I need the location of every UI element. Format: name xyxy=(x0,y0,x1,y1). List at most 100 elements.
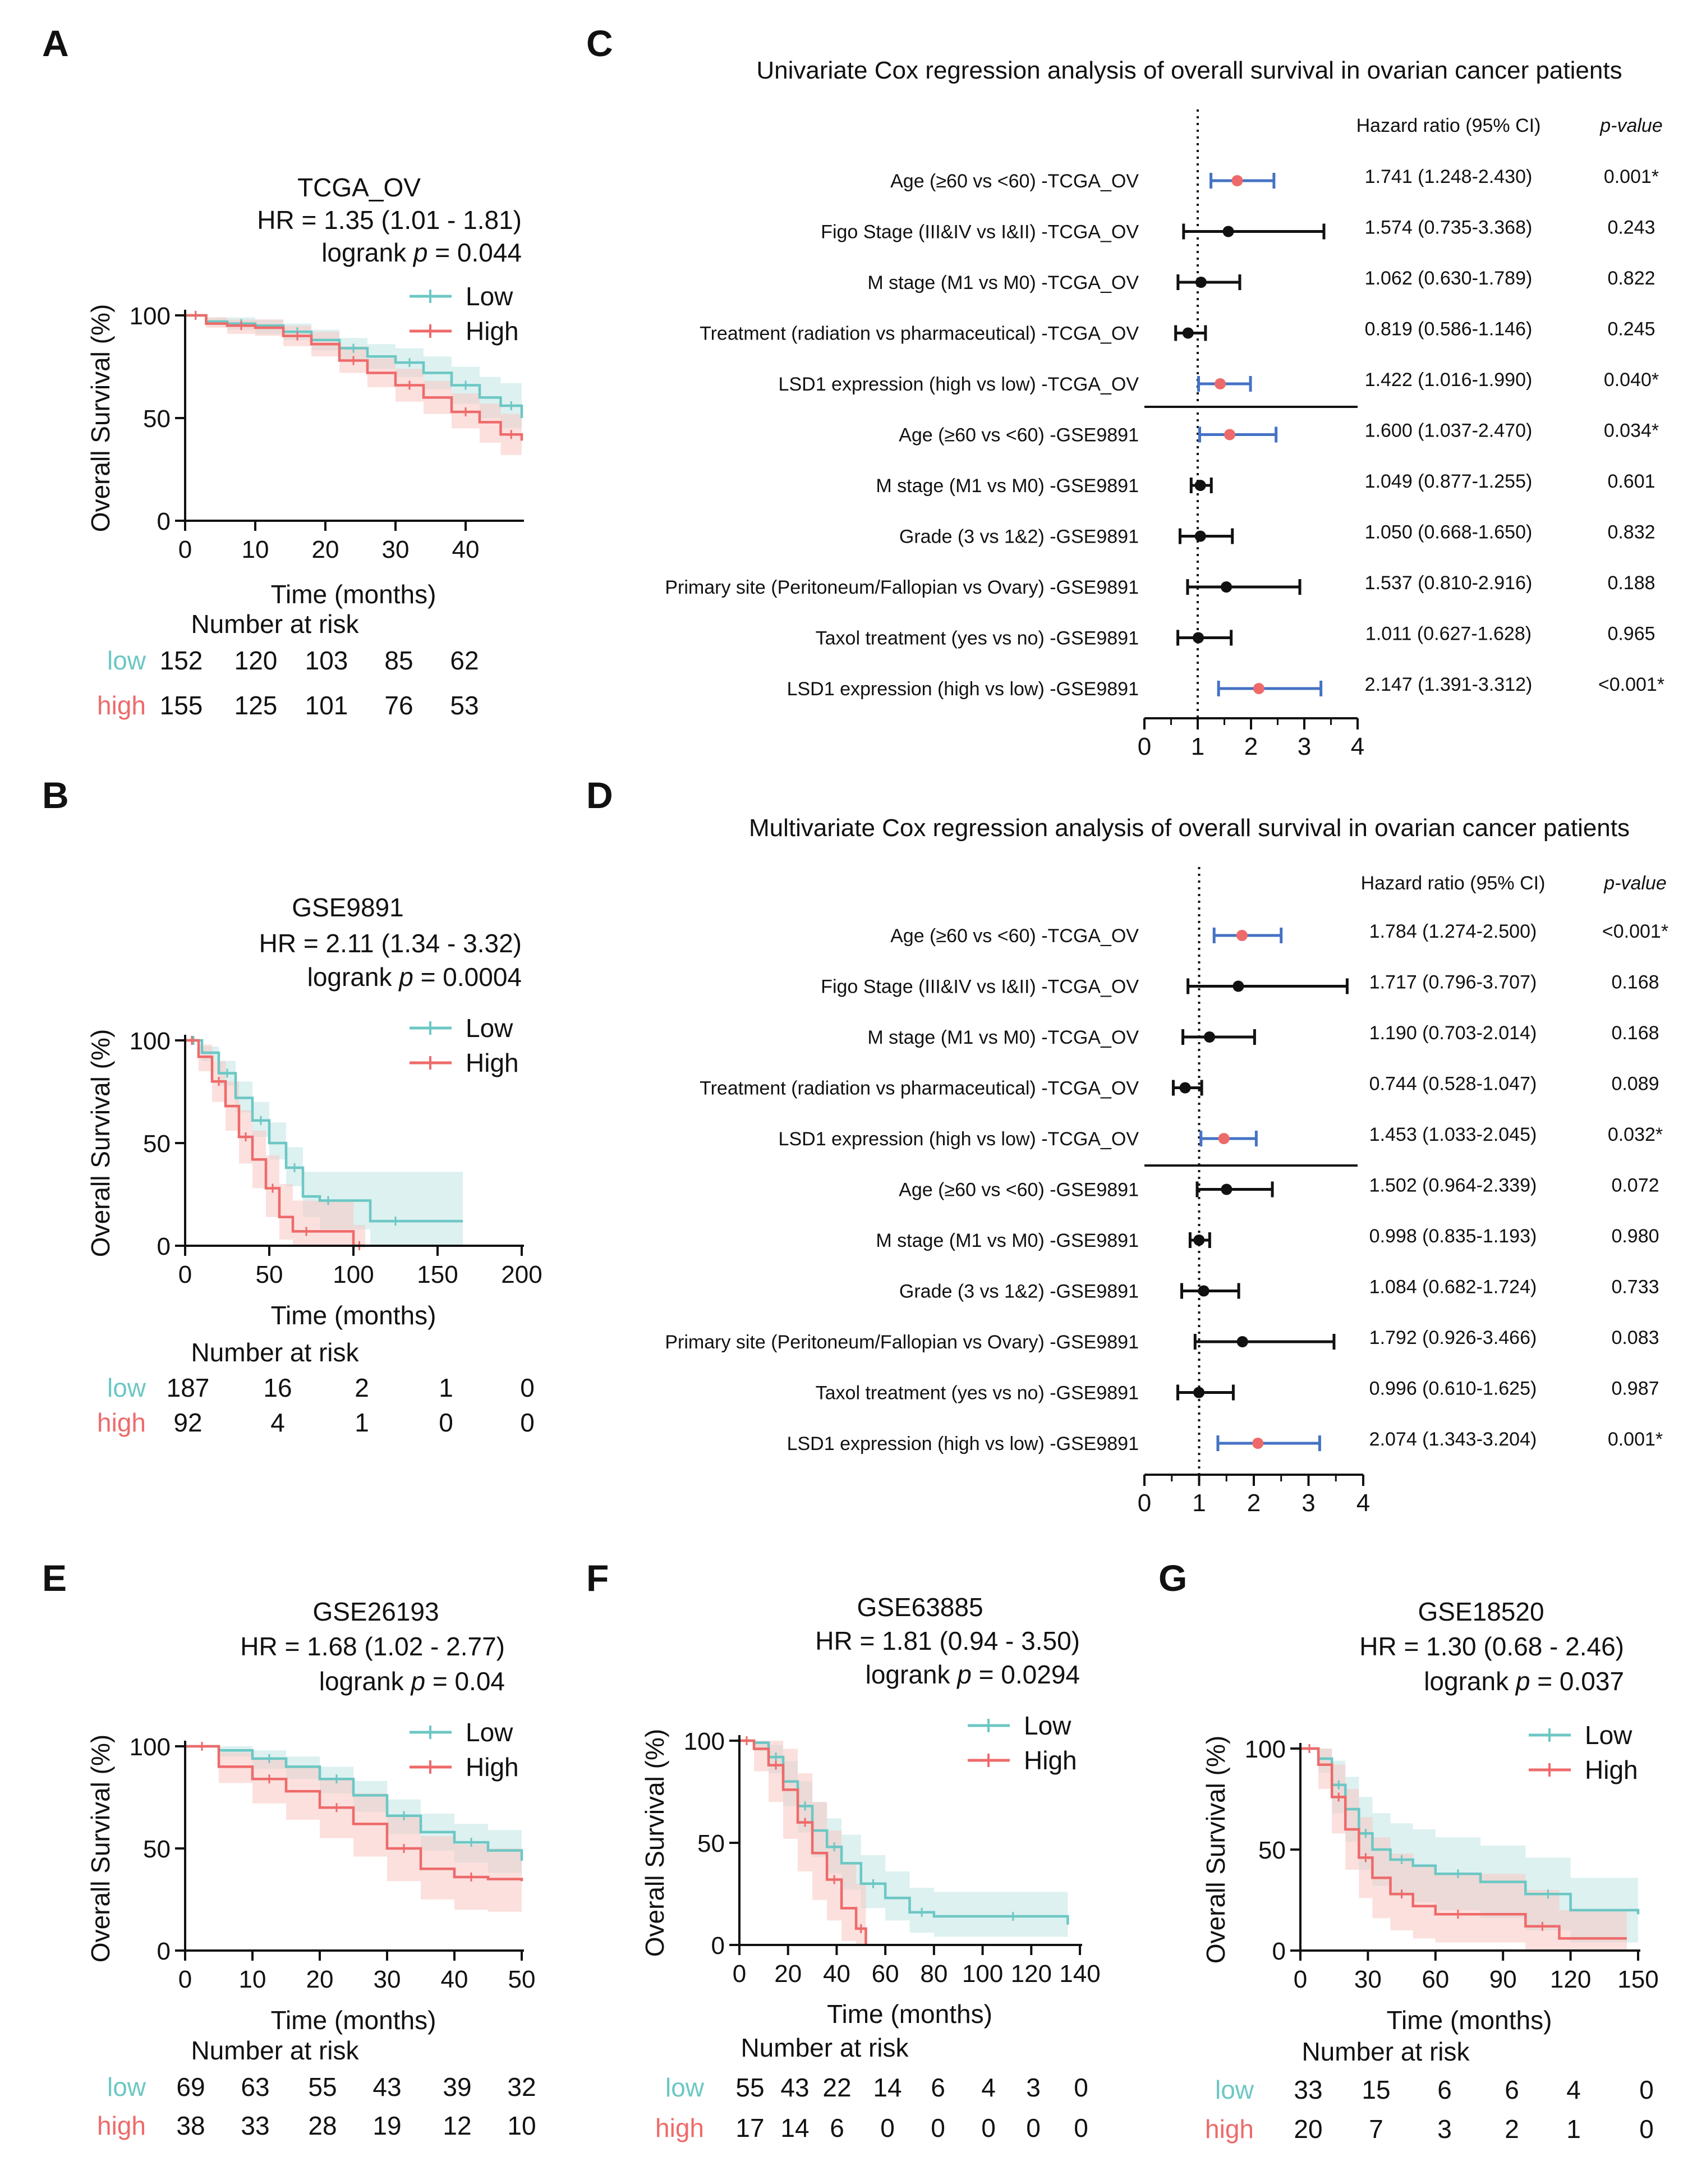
hazard-ratio-point xyxy=(1222,226,1234,237)
risk-value-high: 12 xyxy=(443,2111,471,2140)
risk-value-high: 0 xyxy=(1639,2114,1654,2144)
risk-value-low: 0 xyxy=(520,1373,535,1402)
ci-band-low xyxy=(185,315,522,443)
legend-label-low: Low xyxy=(1585,1720,1632,1750)
y-tick-label: 0 xyxy=(711,1932,725,1960)
x-tick-label: 100 xyxy=(962,1960,1003,1988)
y-tick-label: 0 xyxy=(157,1233,171,1260)
forest-row-p-value: 0.987 xyxy=(1611,1378,1659,1400)
forest-row-hr-text: 1.574 (0.735-3.368) xyxy=(1365,217,1533,238)
forest-row-hr-text: 1.453 (1.033-2.045) xyxy=(1369,1124,1537,1145)
risk-value-high: 1 xyxy=(355,1408,369,1437)
forest-row-p-value: 0.168 xyxy=(1611,1022,1659,1044)
risk-value-low: 22 xyxy=(822,2073,851,2102)
risk-value-high: 92 xyxy=(173,1408,202,1437)
hazard-ratio-text: HR = 1.30 (0.68 - 2.46) xyxy=(1359,1632,1624,1661)
hazard-ratio-point xyxy=(1182,327,1194,339)
logrank-p-symbol: p xyxy=(956,1660,972,1689)
hazard-ratio-point xyxy=(1215,378,1226,389)
forest-row-label: Treatment (radiation vs pharmaceutical) … xyxy=(700,1078,1139,1099)
x-axis-label: Time (months) xyxy=(271,1301,436,1330)
logrank-text: logrank p = 0.037 xyxy=(1424,1667,1624,1696)
column-header-p: p-value xyxy=(1599,115,1663,136)
x-tick-label: 60 xyxy=(1422,1966,1449,1993)
chart-title: GSE26193 xyxy=(312,1597,439,1626)
forest-row-hr-text: 1.502 (0.964-2.339) xyxy=(1369,1175,1537,1196)
logrank-p-symbol: p xyxy=(1515,1667,1530,1696)
risk-value-high: 28 xyxy=(308,2111,337,2140)
forest-row-label: M stage (M1 vs M0) -GSE9891 xyxy=(876,475,1139,497)
ci-band-low xyxy=(739,1741,1068,1945)
y-tick-label: 100 xyxy=(130,1027,171,1055)
x-tick-label: 200 xyxy=(501,1261,542,1288)
x-tick-label: 150 xyxy=(1617,1966,1658,1993)
y-axis-label: Overall Survival (%) xyxy=(86,1029,115,1257)
panel-letter: G xyxy=(1158,1557,1187,1599)
forest-panel-c: C Univariate Cox regression analysis of o… xyxy=(586,22,1664,760)
km-curve-high xyxy=(185,1039,365,1247)
risk-value-low: 6 xyxy=(1437,2075,1452,2104)
risk-table-title: Number at risk xyxy=(191,1338,359,1367)
km-panel-f: F GSE63885 HR = 1.81 (0.94 - 3.50) logrank … xyxy=(586,1557,1101,2142)
risk-value-high: 19 xyxy=(372,2111,401,2140)
hazard-ratio-point xyxy=(1198,1285,1209,1297)
risk-value-low: 1 xyxy=(439,1373,453,1402)
y-tick-label: 100 xyxy=(130,302,171,330)
forest-row-p-value: <0.001* xyxy=(1602,921,1668,942)
forest-row-p-value: 0.040* xyxy=(1604,369,1659,391)
x-tick-label: 50 xyxy=(508,1966,536,1993)
legend-label-high: High xyxy=(466,316,519,346)
hazard-ratio-point xyxy=(1193,1235,1205,1246)
forest-row-label: LSD1 expression (high vs low) -GSE9891 xyxy=(787,1433,1139,1455)
forest-x-tick-label: 0 xyxy=(1138,733,1151,760)
hazard-ratio-point xyxy=(1193,632,1204,644)
km-panel-e: E GSE26193 HR = 1.68 (1.02 - 2.77) logrank … xyxy=(42,1557,536,2140)
x-tick-label: 20 xyxy=(774,1960,802,1988)
y-tick-label: 50 xyxy=(143,405,171,433)
forest-row-p-value: 0.601 xyxy=(1607,471,1655,492)
risk-value-high: 101 xyxy=(305,691,348,720)
logrank-p-symbol: p xyxy=(410,1667,425,1696)
risk-value-high: 4 xyxy=(270,1408,285,1437)
risk-value-low: 55 xyxy=(308,2072,337,2102)
risk-value-high: 33 xyxy=(241,2111,269,2140)
legend-label-low: Low xyxy=(466,1013,513,1043)
forest-row-hr-text: 1.062 (0.630-1.789) xyxy=(1365,268,1533,289)
legend-label-high: High xyxy=(1585,1755,1638,1784)
column-header-hr: Hazard ratio (95% CI) xyxy=(1361,873,1546,894)
risk-value-low: 43 xyxy=(780,2073,809,2102)
x-tick-label: 20 xyxy=(312,536,339,563)
forest-row-hr-text: 1.537 (0.810-2.916) xyxy=(1365,572,1533,594)
logrank-text: logrank p = 0.04 xyxy=(319,1667,505,1696)
forest-row-label: Figo Stage (III&IV vs I&II) -TCGA_OV xyxy=(821,976,1139,998)
km-curve-high xyxy=(739,1739,867,1945)
km-curve-high xyxy=(185,314,523,441)
x-tick-label: 0 xyxy=(178,536,192,563)
legend-label-low: Low xyxy=(466,282,513,311)
risk-value-low: 103 xyxy=(305,646,348,675)
hazard-ratio-point xyxy=(1236,930,1248,941)
y-tick-label: 100 xyxy=(1245,1736,1286,1763)
forest-row-p-value: 0.083 xyxy=(1611,1327,1659,1348)
ci-band-low xyxy=(185,1040,463,1246)
panel-letter: F xyxy=(586,1557,609,1599)
forest-row-hr-text: 1.784 (1.274-2.500) xyxy=(1369,921,1537,942)
risk-value-low: 4 xyxy=(981,2073,996,2102)
forest-row-hr-text: 0.819 (0.586-1.146) xyxy=(1365,319,1533,340)
risk-value-high: 0 xyxy=(1026,2113,1041,2142)
hazard-ratio-point xyxy=(1195,277,1207,288)
risk-value-high: 0 xyxy=(439,1408,453,1437)
x-tick-label: 30 xyxy=(1354,1966,1382,1993)
x-tick-label: 30 xyxy=(382,536,410,563)
risk-value-low: 33 xyxy=(1294,2075,1322,2104)
hazard-ratio-point xyxy=(1221,1183,1232,1195)
risk-value-high: 6 xyxy=(830,2113,844,2142)
risk-value-low: 0 xyxy=(1074,2073,1088,2102)
km-curve-low xyxy=(185,1039,463,1223)
km-curve-low xyxy=(185,1745,523,1861)
legend-label-low: Low xyxy=(466,1718,513,1747)
y-tick-label: 100 xyxy=(130,1733,171,1761)
panel-letter: B xyxy=(42,774,69,816)
risk-value-high: 14 xyxy=(780,2113,809,2142)
forest-x-tick-label: 1 xyxy=(1192,1489,1206,1517)
